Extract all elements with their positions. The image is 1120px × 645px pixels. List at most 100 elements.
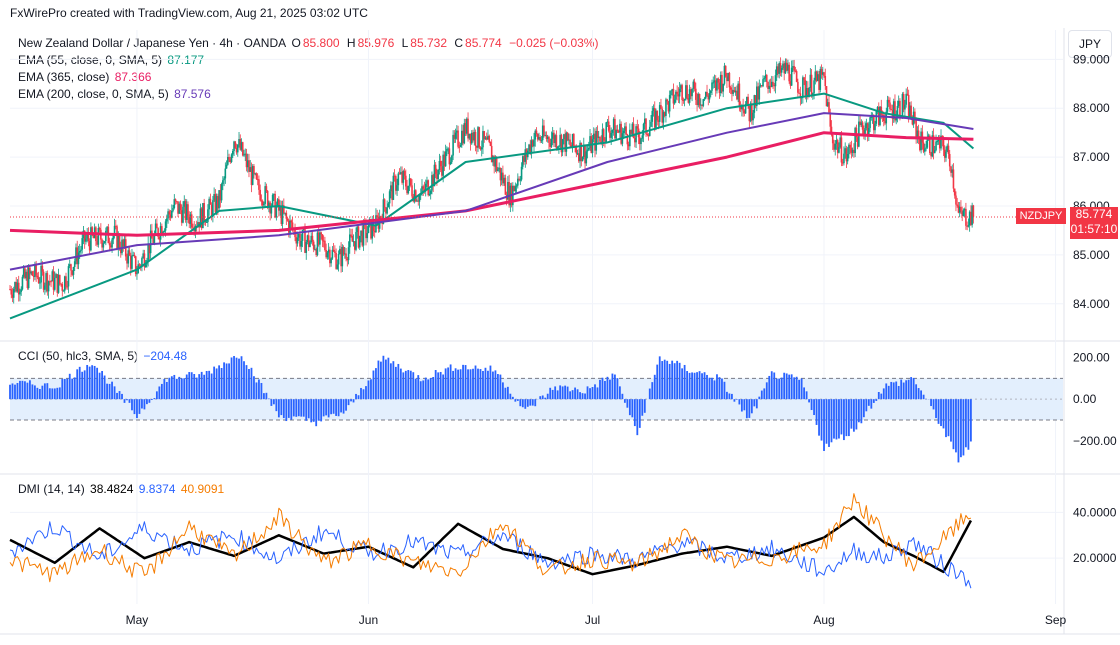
- candle-body: [63, 276, 66, 291]
- candle-body: [17, 282, 20, 295]
- candle-body: [97, 228, 100, 245]
- cci-bar: [910, 377, 913, 400]
- candle-body: [187, 204, 189, 218]
- candle-body: [141, 258, 143, 267]
- candle-body: [72, 267, 75, 275]
- cci-bar: [551, 389, 554, 400]
- candle-body: [154, 223, 157, 234]
- candle-body: [539, 136, 542, 141]
- candle-body: [530, 140, 533, 153]
- candle-body: [942, 139, 945, 150]
- candle-body: [102, 243, 105, 248]
- candle-body: [724, 65, 727, 77]
- candle-body: [605, 122, 608, 142]
- candle-body: [280, 206, 283, 224]
- candle-body: [269, 202, 271, 214]
- cci-bar: [155, 391, 158, 400]
- cci-bar: [88, 366, 91, 400]
- candle-body: [602, 129, 605, 141]
- cci-bar: [315, 399, 318, 427]
- candle-body: [210, 204, 213, 217]
- candle-body: [915, 119, 917, 138]
- candle-body: [901, 94, 904, 118]
- cci-bar: [945, 399, 947, 438]
- candle-body: [288, 220, 290, 233]
- cci-bar: [160, 383, 163, 400]
- cci-bar: [492, 371, 494, 400]
- price-tick-label: 88.000: [1073, 101, 1110, 115]
- cci-bar: [857, 399, 860, 423]
- candle-body: [727, 73, 729, 82]
- candle-body: [612, 118, 615, 130]
- candle-body: [401, 172, 403, 183]
- cci-bar: [830, 399, 833, 443]
- candle-body: [693, 81, 696, 89]
- ema200-legend[interactable]: EMA (200, close, 0, SMA, 5) 87.576: [18, 87, 213, 101]
- candle-body: [844, 148, 846, 154]
- candle-body: [718, 82, 721, 94]
- candle-body: [356, 226, 359, 232]
- ema55-legend[interactable]: EMA (55, close, 0, SMA, 5) 87.177: [18, 53, 206, 67]
- candle-body: [582, 144, 585, 158]
- candle-body: [479, 147, 482, 150]
- candle-body: [233, 141, 235, 151]
- candle-body: [71, 270, 74, 275]
- candle-body: [586, 149, 589, 152]
- cci-bar: [601, 377, 604, 400]
- dmi-legend[interactable]: DMI (14, 14) 38.4824 9.8374 40.9091: [18, 482, 226, 496]
- candle-body: [504, 177, 507, 195]
- candle-body: [327, 249, 330, 253]
- candle-body: [868, 128, 870, 135]
- cci-bar: [86, 364, 89, 400]
- candle-body: [687, 98, 690, 103]
- candle-body: [159, 226, 162, 240]
- cci-bar: [514, 399, 517, 402]
- symbol-label[interactable]: New Zealand Dollar / Japanese Yen · 4h ·…: [18, 36, 287, 50]
- dmi-tick-label: 20.0000: [1073, 551, 1117, 565]
- candle-body: [643, 118, 646, 124]
- candle-body: [503, 177, 505, 184]
- candle-body: [397, 173, 400, 186]
- cci-bar: [867, 399, 870, 406]
- candle-body: [208, 198, 210, 210]
- cci-bar: [479, 369, 482, 400]
- candle-body: [514, 186, 517, 192]
- cci-bar: [628, 399, 631, 416]
- candle-body: [558, 146, 560, 148]
- cci-bar: [387, 357, 390, 400]
- cci-bar: [138, 399, 141, 414]
- candle-body: [34, 264, 36, 277]
- candle-body: [658, 105, 661, 122]
- candle-body: [861, 122, 864, 130]
- cci-bar: [780, 377, 783, 400]
- ema365-legend[interactable]: EMA (365, close) 87.366: [18, 70, 153, 84]
- cci-bar: [43, 383, 46, 400]
- candle-body: [143, 253, 146, 268]
- cci-label: CCI (50, hlc3, SMA, 5): [18, 349, 139, 363]
- currency-button[interactable]: JPY: [1068, 30, 1112, 58]
- cci-bar: [417, 375, 420, 400]
- cci-bar: [765, 382, 768, 400]
- candle-body: [45, 273, 47, 286]
- candle-body: [454, 132, 457, 139]
- cci-bar: [676, 360, 679, 400]
- cci-bar: [113, 386, 116, 400]
- cci-bar: [36, 387, 39, 400]
- cci-bar: [882, 388, 885, 400]
- candle-body: [310, 235, 313, 243]
- candle-body: [307, 235, 310, 247]
- cci-bar: [272, 399, 275, 405]
- candle-body: [472, 132, 474, 141]
- candle-body: [49, 281, 51, 283]
- cci-bar: [708, 377, 711, 400]
- cci-bar: [484, 367, 487, 400]
- cci-legend[interactable]: CCI (50, hlc3, SMA, 5) −204.48: [18, 349, 189, 363]
- cci-bar: [915, 384, 918, 400]
- candle-body: [576, 153, 579, 155]
- candle-body: [607, 121, 610, 131]
- candle-body: [493, 156, 495, 167]
- candle-body: [555, 135, 558, 149]
- candle-body: [767, 81, 769, 89]
- cci-bar: [218, 365, 221, 400]
